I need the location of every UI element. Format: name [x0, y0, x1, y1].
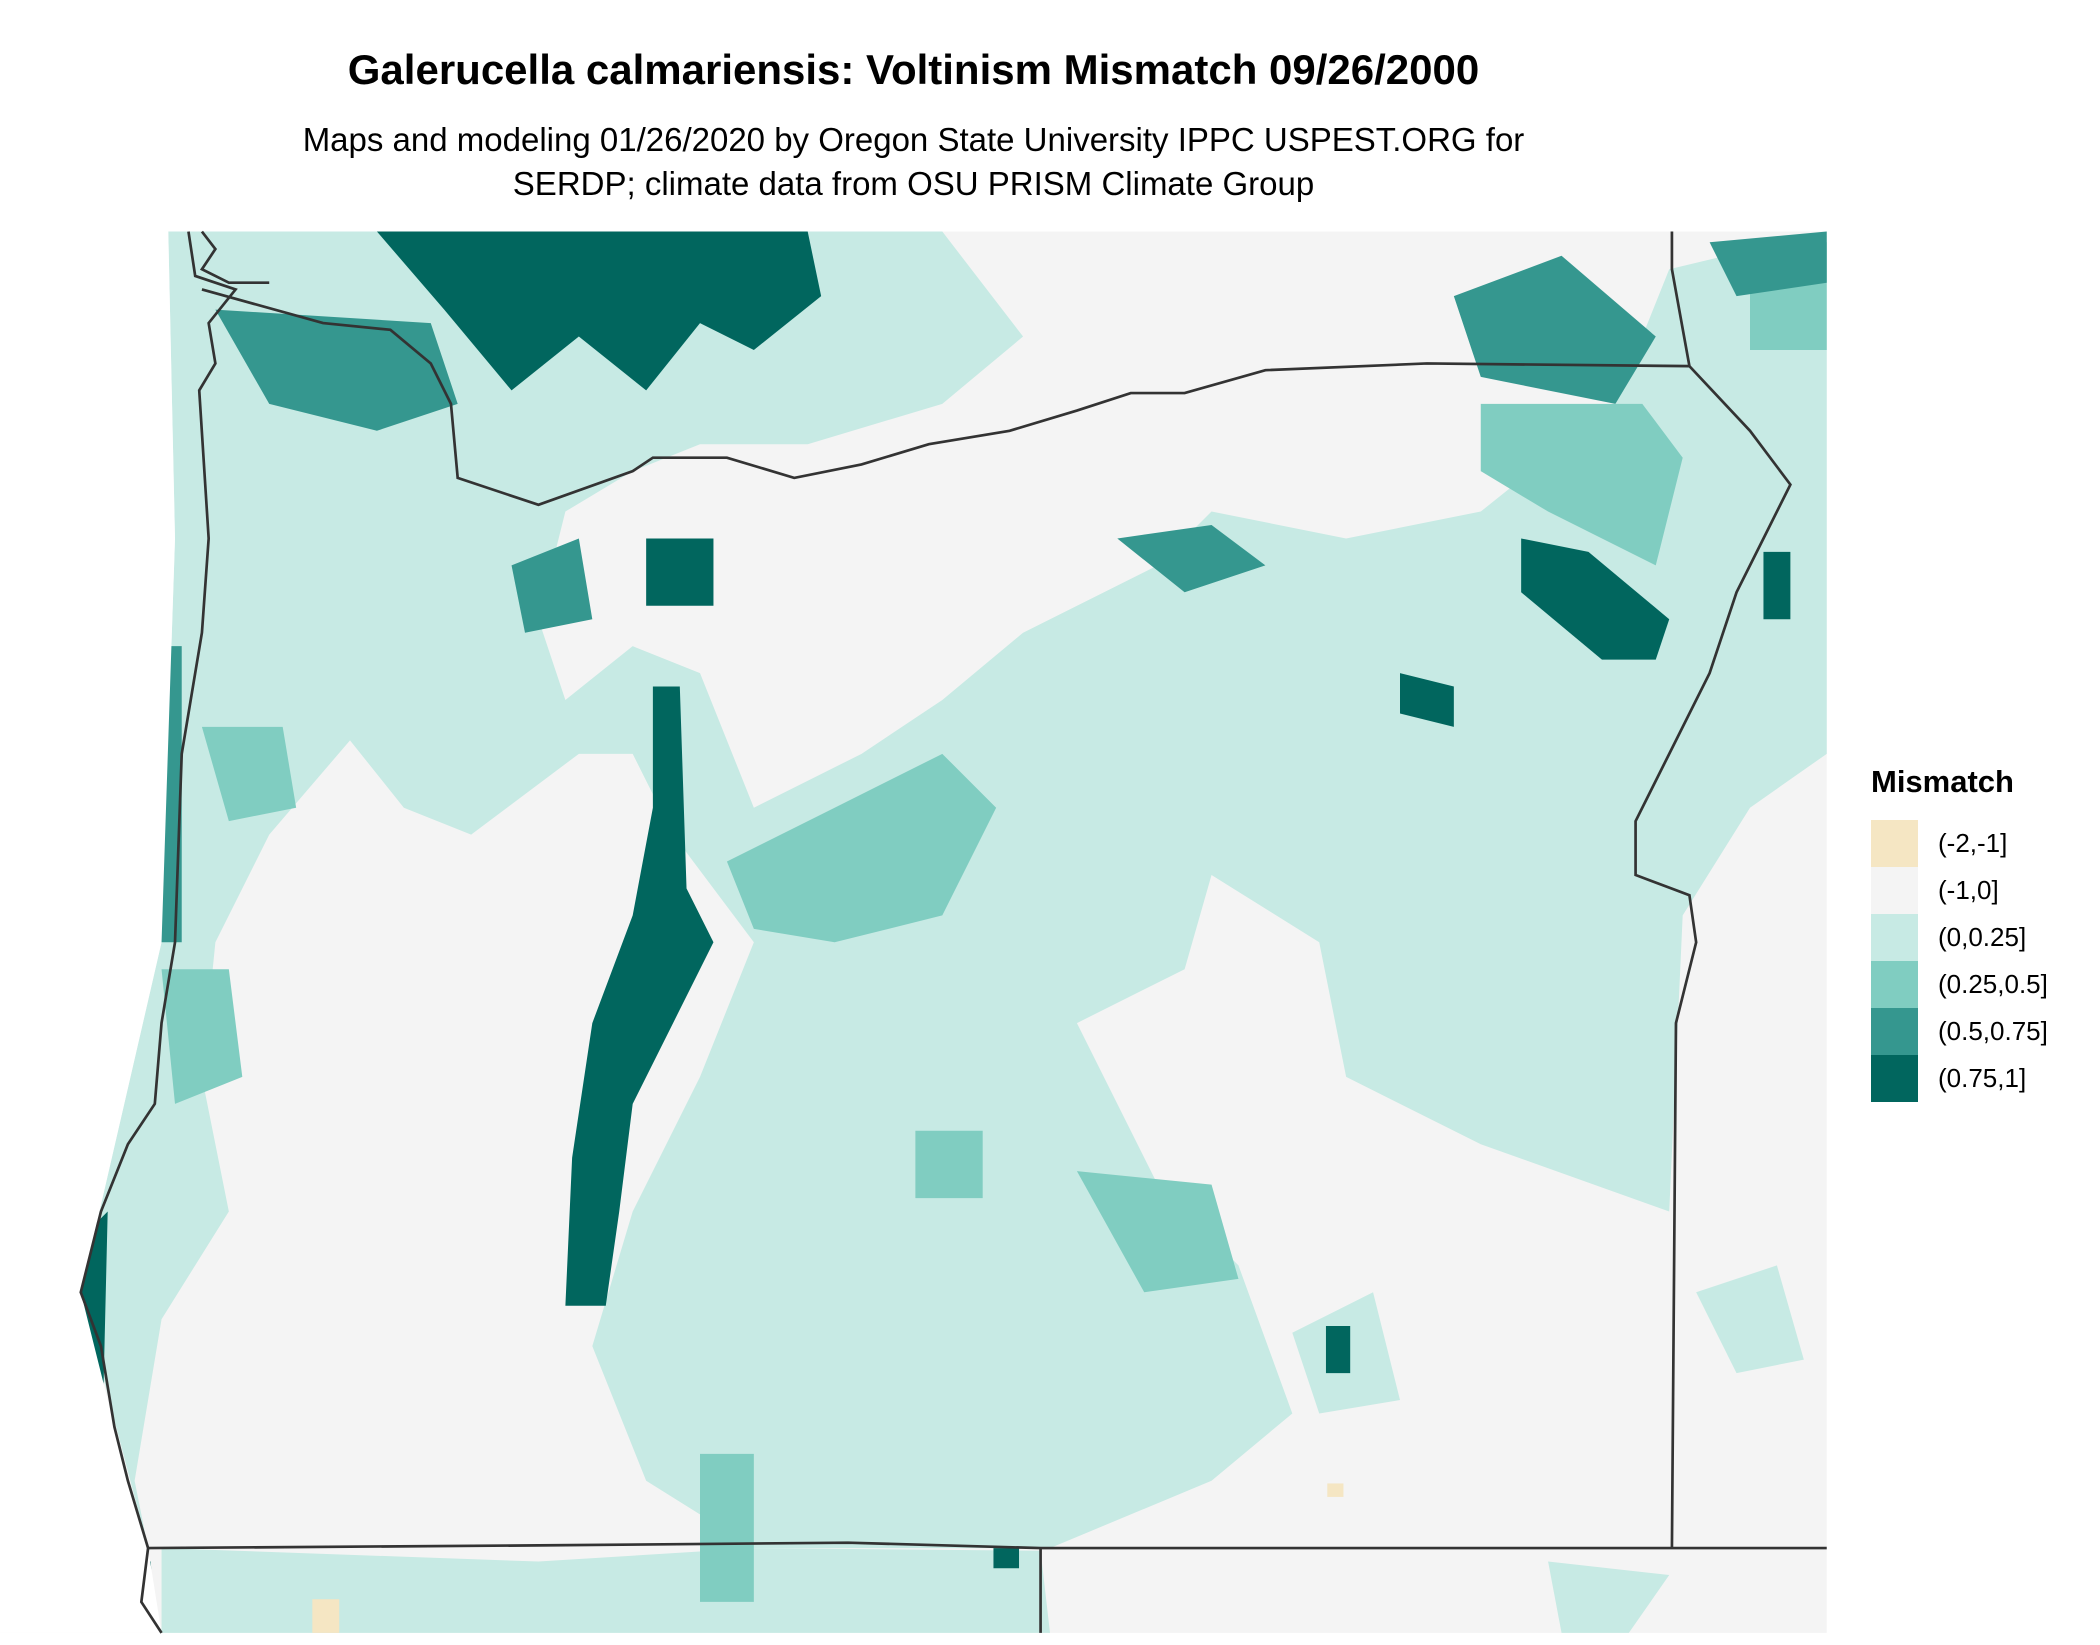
- legend-item: (-1,0]: [1871, 867, 2048, 914]
- legend-label: (0.5,0.75]: [1938, 1016, 2048, 1046]
- legend-title: Mismatch: [1871, 764, 2014, 799]
- legend-swatch: [1871, 1008, 1918, 1055]
- mismatch-class-0.75-1: [67, 231, 1791, 1629]
- legend-item: (-2,-1]: [1871, 820, 2048, 867]
- legend-swatch: [1871, 820, 1918, 867]
- legend-label: (-2,-1]: [1938, 828, 2008, 858]
- legend-item: (0,0.25]: [1871, 914, 2048, 961]
- mismatch-class-neg2-neg1: [312, 1483, 1344, 1633]
- legend: Mismatch (-2,-1] (-1,0] (0,0.25] (0.25,0.5]…: [1871, 764, 2048, 1102]
- legend-label: (-1,0]: [1938, 875, 1999, 905]
- legend-label: (0.75,1]: [1938, 1063, 2027, 1093]
- legend-label: (0.25,0.5]: [1938, 969, 2048, 999]
- chart-subtitle: Maps and modeling 01/26/2020 by Oregon S…: [0, 118, 1827, 206]
- legend-swatch: [1871, 961, 1918, 1008]
- mismatch-class-0.5-0.75: [154, 231, 1827, 943]
- chart-title: Galerucella calmariensis: Voltinism Mism…: [347, 46, 1480, 93]
- legend-item: (0.75,1]: [1871, 1055, 2048, 1102]
- legend-swatch: [1871, 867, 1918, 914]
- legend-label: (0,0.25]: [1938, 922, 2027, 952]
- legend-item: (0.25,0.5]: [1871, 961, 2048, 1008]
- subtitle-line-2: SERDP; climate data from OSU PRISM Clima…: [512, 165, 1315, 202]
- subtitle-line-1: Maps and modeling 01/26/2020 by Oregon S…: [302, 121, 1525, 158]
- legend-swatch: [1871, 1055, 1918, 1102]
- state-borders: [79, 230, 1827, 1634]
- ocean-area: [0, 231, 175, 1633]
- legend-item: (0.5,0.75]: [1871, 1008, 2048, 1055]
- legend-swatch: [1871, 914, 1918, 961]
